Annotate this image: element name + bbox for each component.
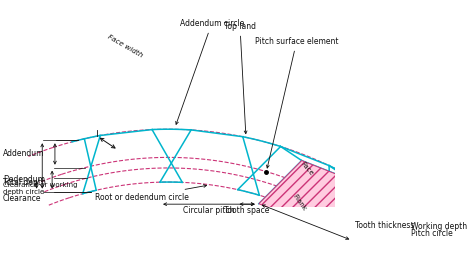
Text: Root or dedendum circle: Root or dedendum circle — [95, 185, 207, 202]
Polygon shape — [259, 161, 352, 240]
Text: Flank: Flank — [291, 193, 307, 212]
Text: Dedendum: Dedendum — [3, 175, 45, 184]
Text: Circular pitch: Circular pitch — [183, 206, 235, 215]
Text: Clearance: Clearance — [3, 194, 41, 203]
Text: Face: Face — [300, 161, 314, 177]
Text: Working depth: Working depth — [410, 222, 467, 231]
Text: Pitch surface element: Pitch surface element — [255, 37, 338, 168]
Text: Addendum: Addendum — [3, 149, 44, 159]
Text: Tooth space: Tooth space — [225, 206, 270, 215]
Text: Tooth thickness: Tooth thickness — [355, 221, 414, 230]
Text: Pitch circle: Pitch circle — [410, 229, 452, 238]
Text: Face width: Face width — [106, 34, 143, 59]
Text: Addendum circle: Addendum circle — [176, 19, 244, 124]
Text: Clearance or working
depth circle: Clearance or working depth circle — [3, 182, 77, 195]
Text: Top land: Top land — [224, 22, 256, 134]
Text: Total depth: Total depth — [3, 178, 46, 187]
